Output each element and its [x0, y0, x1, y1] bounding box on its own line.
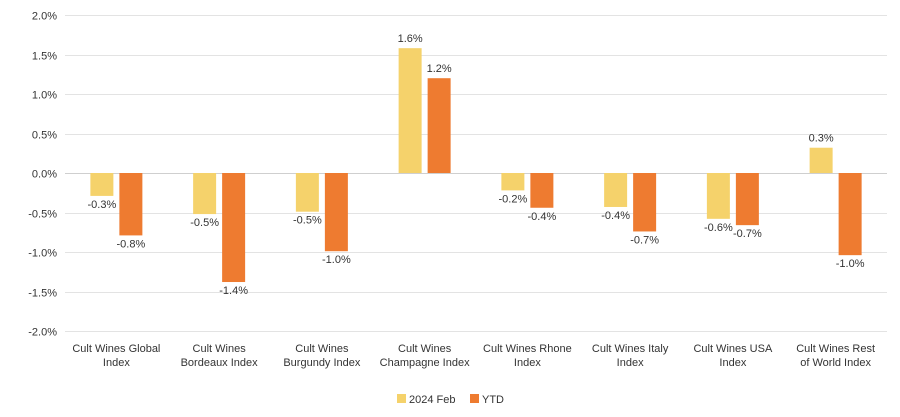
- x-category-label: Cult Wines: [398, 343, 452, 355]
- x-category-label: Index: [719, 357, 746, 369]
- data-label: 0.3%: [809, 133, 834, 145]
- x-category-label: of World Index: [800, 357, 871, 369]
- bar-2024-feb: [501, 173, 525, 191]
- data-label: -0.4%: [528, 211, 557, 223]
- data-label: -0.3%: [88, 199, 117, 211]
- y-tick-label: 2.0%: [32, 11, 57, 23]
- bar-2024-feb: [90, 173, 114, 196]
- bar-ytd: [735, 173, 759, 226]
- bar-2024-feb: [193, 173, 217, 215]
- x-category-label: Bordeaux Index: [181, 357, 259, 369]
- y-tick-label: 1.0%: [32, 90, 57, 102]
- data-label: -0.8%: [117, 238, 146, 250]
- bar-ytd: [633, 173, 657, 232]
- legend-label-2024-feb: 2024 Feb: [409, 394, 455, 406]
- data-label: -0.7%: [733, 228, 762, 240]
- legend-label-ytd: YTD: [482, 394, 504, 406]
- bar-2024-feb: [809, 147, 833, 173]
- x-category-label: Cult Wines Italy: [592, 343, 669, 355]
- legend-swatch-ytd: [470, 394, 479, 403]
- x-category-label: Cult Wines Global: [72, 343, 160, 355]
- bar-ytd: [324, 173, 348, 252]
- bar-2024-feb: [604, 173, 628, 207]
- data-label: 1.2%: [427, 63, 452, 75]
- legend-swatch-2024-feb: [397, 394, 406, 403]
- y-tick-label: 0.5%: [32, 130, 57, 142]
- data-label: -0.2%: [499, 193, 528, 205]
- y-tick-label: 1.5%: [32, 51, 57, 63]
- x-category-label: Cult Wines: [193, 343, 247, 355]
- bar-ytd: [427, 78, 451, 173]
- x-category-label: Cult Wines USA: [693, 343, 773, 355]
- x-category-label: Burgundy Index: [283, 357, 361, 369]
- x-category-label: Cult Wines Rhone: [483, 343, 572, 355]
- x-axis-category-labels: Cult Wines Global Index Cult Wines Bordeaux…: [72, 343, 875, 369]
- x-category-label: Index: [103, 357, 130, 369]
- legend: 2024 Feb YTD: [397, 394, 504, 406]
- y-tick-label: -2.0%: [28, 327, 57, 339]
- bar-ytd: [530, 173, 554, 208]
- y-tick-label: -1.5%: [28, 288, 57, 300]
- bar-2024-feb: [706, 173, 730, 219]
- x-category-label: Cult Wines Rest: [796, 343, 875, 355]
- x-category-label: Index: [514, 357, 541, 369]
- bar-ytd: [119, 173, 143, 236]
- bar-2024-feb: [295, 173, 319, 212]
- data-label: -0.4%: [601, 210, 630, 222]
- data-label: -0.5%: [293, 215, 322, 227]
- bar-2024-feb: [398, 48, 422, 173]
- data-label: -1.4%: [219, 285, 248, 297]
- data-label: -0.5%: [190, 217, 219, 229]
- data-label: -0.7%: [630, 234, 659, 246]
- y-axis-tick-labels: 2.0% 1.5% 1.0% 0.5% 0.0% -0.5% -1.0% -1.5% -2.0%: [28, 11, 57, 339]
- data-labels: -0.3%-0.5% -0.5%1.6%-0.2%-0.4%-0.6%0.3%-0…: [88, 33, 865, 297]
- data-label: -1.0%: [836, 258, 865, 270]
- data-label: 1.6%: [398, 33, 423, 45]
- y-tick-label: -1.0%: [28, 248, 57, 260]
- bars: [90, 48, 862, 283]
- y-tick-label: -0.5%: [28, 209, 57, 221]
- bar-ytd: [222, 173, 246, 283]
- x-category-label: Index: [617, 357, 644, 369]
- data-label: -1.0%: [322, 254, 351, 266]
- gridlines: [65, 15, 887, 332]
- data-label: -0.6%: [704, 222, 733, 234]
- x-category-label: Cult Wines: [295, 343, 349, 355]
- x-category-label: Champagne Index: [380, 357, 470, 369]
- bar-ytd: [838, 173, 862, 256]
- y-tick-label: 0.0%: [32, 169, 57, 181]
